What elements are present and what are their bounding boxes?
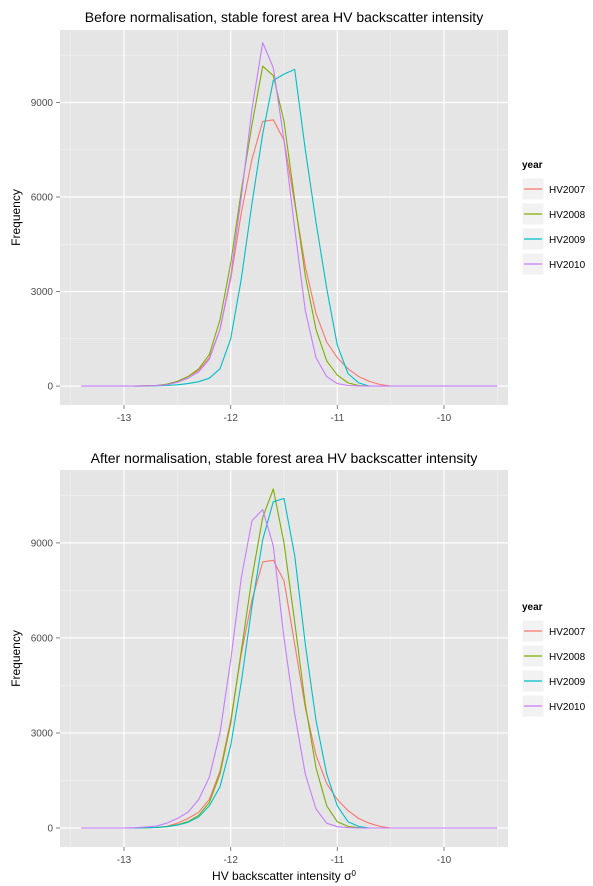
- y-tick-label: 0: [47, 382, 53, 393]
- chart-1: Before normalisation, stable forest area…: [9, 9, 586, 424]
- x-axis-label: HV backscatter intensity σ0: [212, 869, 356, 884]
- y-tick-label: 6000: [31, 633, 54, 644]
- chart-title: After normalisation, stable forest area …: [91, 450, 478, 466]
- x-tick-label: -13: [117, 855, 132, 866]
- series-line-hv2010: [81, 509, 498, 829]
- legend-label: HV2007: [549, 185, 586, 196]
- series-line-hv2009: [134, 68, 370, 387]
- series-line-hv2007: [134, 559, 391, 829]
- y-tick-label: 0: [47, 823, 53, 834]
- x-tick-label: -12: [223, 855, 238, 866]
- x-tick-label: -12: [223, 413, 238, 424]
- legend-label: HV2008: [549, 210, 586, 221]
- legend-label: HV2009: [549, 235, 586, 246]
- legend-label: HV2008: [549, 652, 586, 663]
- chart-title: Before normalisation, stable forest area…: [85, 9, 483, 25]
- y-tick-label: 9000: [31, 98, 54, 109]
- y-tick-label: 3000: [31, 287, 54, 298]
- series-line-hv2009: [124, 497, 370, 829]
- chart-2: After normalisation, stable forest area …: [9, 450, 586, 883]
- y-tick-label: 6000: [31, 193, 54, 204]
- legend: year HV2007 HV2008 HV2009 HV2010: [521, 602, 586, 718]
- legend-title: year: [522, 160, 543, 171]
- series-line-hv2010: [81, 42, 498, 387]
- x-tick-label: -10: [437, 855, 452, 866]
- legend-label: HV2009: [549, 677, 586, 688]
- legend-label: HV2010: [549, 260, 586, 271]
- y-tick-label: 9000: [31, 538, 54, 549]
- y-axis-label: Frequency: [9, 189, 23, 246]
- legend-title: year: [522, 602, 543, 613]
- x-tick-label: -11: [330, 413, 344, 424]
- x-tick-label: -10: [437, 413, 452, 424]
- y-tick-label: 3000: [31, 728, 54, 739]
- x-tick-label: -13: [117, 413, 132, 424]
- x-tick-label: -11: [330, 855, 344, 866]
- legend-label: HV2010: [549, 702, 586, 713]
- series-line-hv2008: [134, 65, 370, 387]
- legend: year HV2007 HV2008 HV2009 HV2010: [521, 160, 586, 276]
- legend-label: HV2007: [549, 627, 586, 638]
- y-axis-label: Frequency: [9, 630, 23, 687]
